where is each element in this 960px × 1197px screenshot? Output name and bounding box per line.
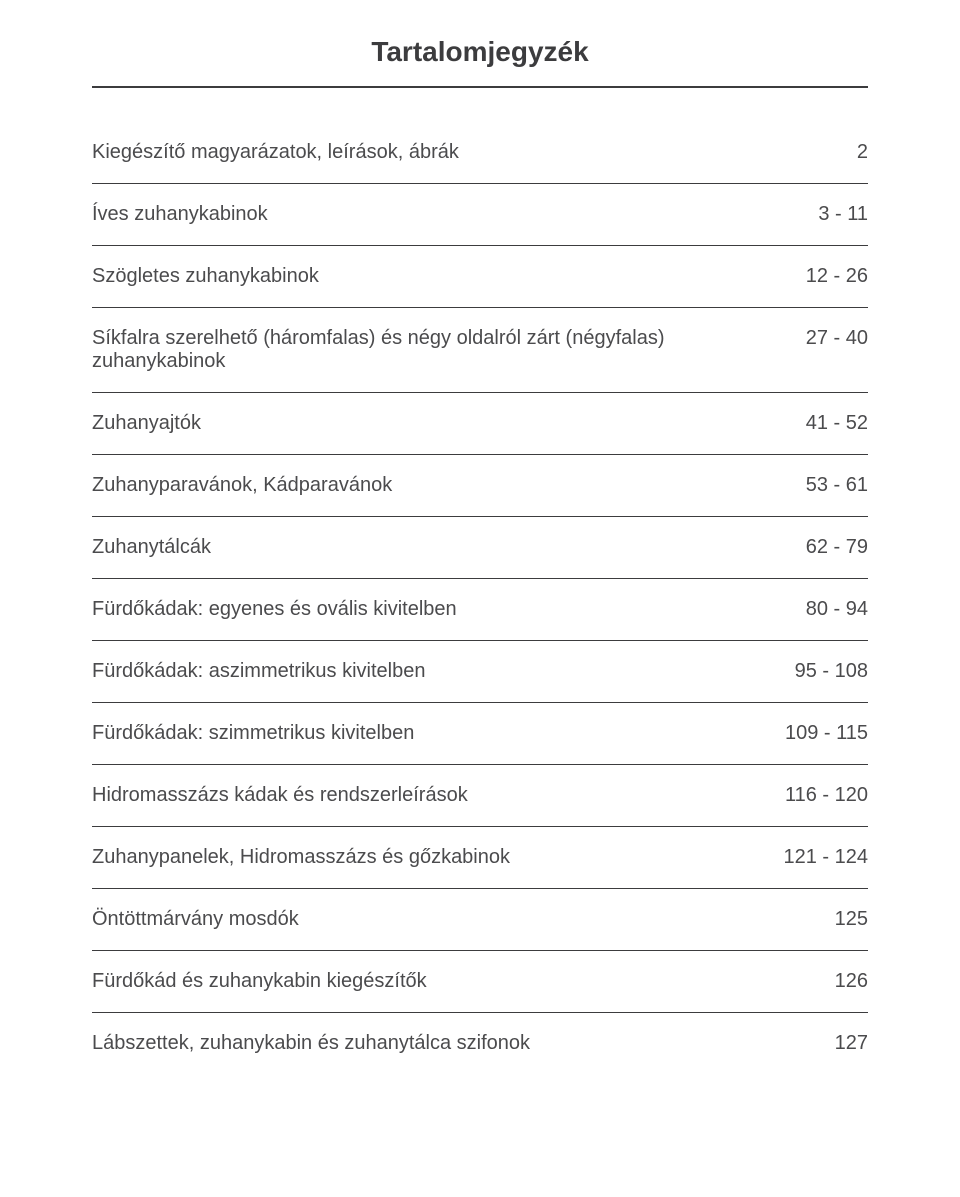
toc-row: Íves zuhanykabinok 3 - 11 [92, 184, 868, 246]
toc-row: Fürdőkádak: egyenes és ovális kivitelben… [92, 579, 868, 641]
toc-label: Öntöttmárvány mosdók [92, 908, 811, 931]
toc-label: Fürdőkádak: egyenes és ovális kivitelben [92, 598, 782, 621]
toc-row: Szögletes zuhanykabinok 12 - 26 [92, 246, 868, 308]
toc-pages: 80 - 94 [782, 598, 868, 621]
toc-pages: 2 [833, 141, 868, 164]
toc-row: Fürdőkád és zuhanykabin kiegészítők 126 [92, 951, 868, 1013]
page-title: Tartalomjegyzék [92, 36, 868, 88]
toc-label: Zuhanytálcák [92, 536, 782, 559]
toc-label: Síkfalra szerelhető (háromfalas) és négy… [92, 327, 782, 373]
toc-pages: 41 - 52 [782, 412, 868, 435]
toc-row: Zuhanypanelek, Hidromasszázs és gőzkabin… [92, 827, 868, 889]
toc-pages: 27 - 40 [782, 327, 868, 350]
toc-label: Íves zuhanykabinok [92, 203, 794, 226]
toc-label: Szögletes zuhanykabinok [92, 265, 782, 288]
toc-row: Zuhanytálcák 62 - 79 [92, 517, 868, 579]
toc-label: Fürdőkád és zuhanykabin kiegészítők [92, 970, 811, 993]
toc-pages: 3 - 11 [794, 203, 868, 226]
toc-pages: 62 - 79 [782, 536, 868, 559]
toc-row: Fürdőkádak: szimmetrikus kivitelben 109 … [92, 703, 868, 765]
toc-label: Zuhanypanelek, Hidromasszázs és gőzkabin… [92, 846, 759, 869]
toc-label: Zuhanyparavánok, Kádparavánok [92, 474, 782, 497]
toc-row: Öntöttmárvány mosdók 125 [92, 889, 868, 951]
toc-page: Tartalomjegyzék Kiegészítő magyarázatok,… [0, 0, 960, 1124]
toc-pages: 125 [811, 908, 868, 931]
toc-row: Kiegészítő magyarázatok, leírások, ábrák… [92, 122, 868, 184]
toc-label: Hidromasszázs kádak és rendszerleírások [92, 784, 761, 807]
toc-pages: 126 [811, 970, 868, 993]
toc-row: Zuhanyparavánok, Kádparavánok 53 - 61 [92, 455, 868, 517]
toc-pages: 109 - 115 [761, 722, 868, 745]
toc-pages: 116 - 120 [761, 784, 868, 807]
toc-row: Fürdőkádak: aszimmetrikus kivitelben 95 … [92, 641, 868, 703]
toc-row: Zuhanyajtók 41 - 52 [92, 393, 868, 455]
toc-pages: 121 - 124 [759, 846, 868, 869]
toc-row: Lábszettek, zuhanykabin és zuhanytálca s… [92, 1013, 868, 1074]
toc-pages: 12 - 26 [782, 265, 868, 288]
toc-label: Zuhanyajtók [92, 412, 782, 435]
toc-pages: 53 - 61 [782, 474, 868, 497]
toc-row: Hidromasszázs kádak és rendszerleírások … [92, 765, 868, 827]
toc-label: Lábszettek, zuhanykabin és zuhanytálca s… [92, 1032, 811, 1055]
toc-pages: 127 [811, 1032, 868, 1055]
toc-label: Fürdőkádak: szimmetrikus kivitelben [92, 722, 761, 745]
toc-pages: 95 - 108 [771, 660, 868, 683]
toc-label: Kiegészítő magyarázatok, leírások, ábrák [92, 141, 833, 164]
toc-row: Síkfalra szerelhető (háromfalas) és négy… [92, 308, 868, 393]
toc-label: Fürdőkádak: aszimmetrikus kivitelben [92, 660, 771, 683]
toc-list: Kiegészítő magyarázatok, leírások, ábrák… [92, 122, 868, 1074]
